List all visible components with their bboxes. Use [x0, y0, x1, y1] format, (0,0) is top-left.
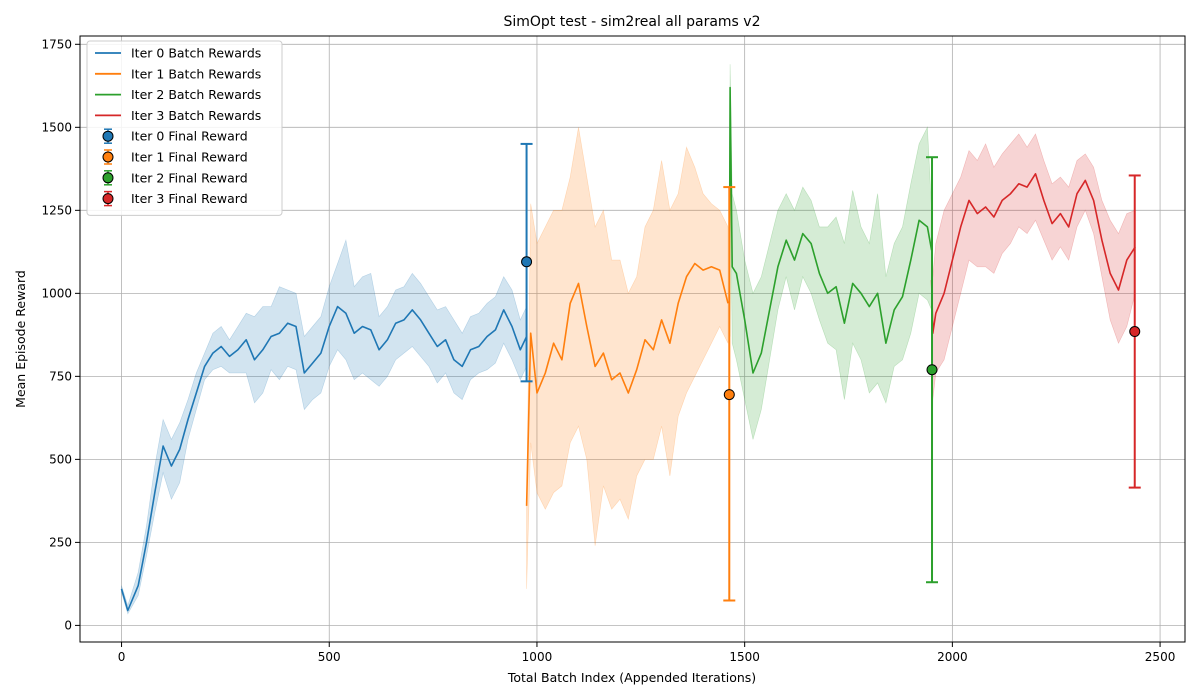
- legend-label: Iter 3 Final Reward: [131, 191, 248, 206]
- legend-box: [86, 40, 283, 216]
- y-tick-label: 0: [64, 618, 72, 632]
- series-band-iter-2: [729, 64, 932, 440]
- final-reward-point-iter-0: [521, 256, 533, 268]
- plot-frame: [79, 35, 1186, 643]
- legend-label: Iter 3 Batch Rewards: [131, 108, 261, 123]
- x-tick-label: 1500: [729, 650, 760, 664]
- series-band-iter-3: [931, 133, 1136, 546]
- legend-label: Iter 1 Batch Rewards: [131, 66, 261, 81]
- confidence-bands: [121, 64, 1136, 615]
- legend-marker-swatch: [102, 172, 114, 184]
- series-line-iter-1: [525, 262, 729, 506]
- chart-title: SimOpt test - sim2real all params v2: [504, 14, 761, 30]
- final-reward-point-iter-1: [723, 389, 735, 401]
- legend: Iter 0 Batch Rewards Iter 1 Batch Rewards…: [86, 40, 283, 216]
- series-line-iter-2: [728, 86, 933, 374]
- y-tick-label: 1500: [41, 120, 72, 134]
- legend-label: Iter 2 Final Reward: [131, 170, 248, 185]
- final-reward-point-iter-3: [1129, 326, 1141, 338]
- legend-label: Iter 0 Batch Rewards: [131, 46, 261, 61]
- series-line-iter-0: [120, 305, 528, 612]
- legend-label: Iter 2 Batch Rewards: [131, 87, 261, 102]
- legend-marker-swatch: [102, 151, 114, 163]
- series-lines: [120, 86, 1136, 612]
- y-tick-label: 1000: [41, 286, 72, 300]
- y-tick-label: 500: [49, 452, 72, 466]
- x-tick-label: 1000: [522, 650, 553, 664]
- legend-label: Iter 0 Final Reward: [131, 129, 248, 144]
- series-band-iter-1: [526, 127, 729, 589]
- final-reward-point-iter-2: [926, 364, 938, 376]
- final-reward-markers: [520, 142, 1141, 602]
- x-tick-label: 500: [318, 650, 341, 664]
- legend-label: Iter 1 Final Reward: [131, 150, 248, 165]
- x-axis-ticks: 0 500 1000 1500 2000 2500: [118, 642, 1176, 664]
- x-tick-label: 2000: [937, 650, 968, 664]
- y-tick-label: 750: [49, 369, 72, 383]
- y-axis-label: Mean Episode Reward: [13, 270, 28, 408]
- legend-marker-swatch: [102, 130, 114, 142]
- y-axis-ticks: 0 250 500 750 1000 1250 1500 1750: [41, 37, 80, 632]
- y-tick-label: 1750: [41, 37, 72, 51]
- x-tick-label: 2500: [1145, 650, 1176, 664]
- series-band-iter-0: [121, 239, 527, 615]
- legend-marker-swatch: [102, 193, 114, 205]
- x-axis-label: Total Batch Index (Appended Iterations): [507, 670, 756, 685]
- y-tick-label: 250: [49, 535, 72, 549]
- series-line-iter-3: [930, 173, 1136, 335]
- x-tick-label: 0: [118, 650, 126, 664]
- y-tick-label: 1250: [41, 203, 72, 217]
